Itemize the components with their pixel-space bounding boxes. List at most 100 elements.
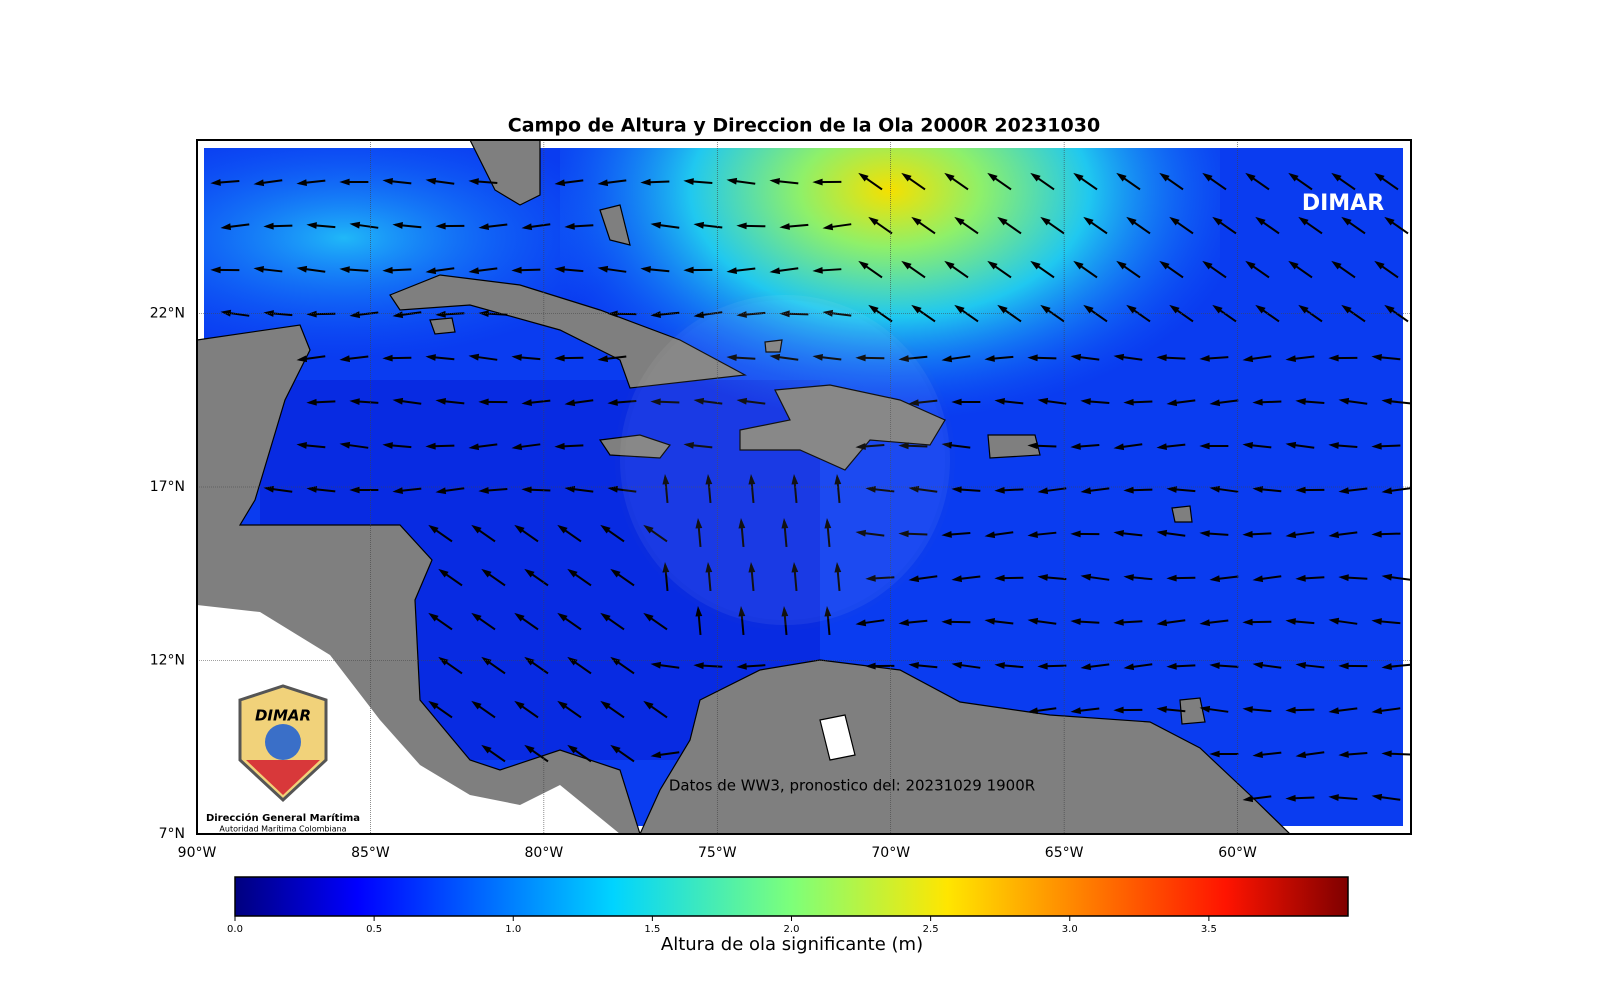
colorbar-tick-label: 1.5 (644, 924, 660, 935)
arrow-head (425, 267, 437, 275)
arrow-head (1295, 574, 1306, 582)
arrow-head (812, 266, 823, 274)
arrow-head (1242, 355, 1254, 363)
x-tick-label: 65°W (1045, 845, 1084, 861)
arrow-head (1156, 443, 1167, 451)
arrow-head (984, 531, 996, 539)
arrow-head (1338, 397, 1350, 405)
arrow-head (392, 487, 403, 495)
arrow-head (263, 310, 274, 317)
arrow-head (1285, 441, 1297, 449)
arrow-head (1285, 355, 1297, 363)
arrow-head (514, 524, 525, 534)
arrow-head (554, 354, 565, 362)
arrow-head (481, 656, 492, 666)
arrow-head (478, 487, 489, 494)
arrow-head (1209, 485, 1221, 493)
arrow-head (736, 222, 747, 230)
arrow-head (726, 354, 737, 362)
arrow-head (1252, 486, 1263, 493)
arrow-head (339, 355, 351, 363)
arrow-head (220, 309, 232, 317)
arrow-head (382, 442, 393, 449)
arrow-head (1202, 260, 1213, 270)
arrow-head (865, 662, 876, 670)
arrow-head (954, 216, 965, 226)
arrow-head (435, 310, 446, 318)
arrow-head (994, 574, 1005, 582)
arrow-head (1209, 750, 1220, 758)
arrow-head (951, 575, 963, 583)
arrow-head (1113, 529, 1125, 537)
colorbar-tick-label: 0.5 (366, 924, 382, 935)
arrow-head (855, 443, 866, 450)
arrow-head (1040, 216, 1051, 226)
arrow-head (435, 222, 446, 230)
arrow-head (1156, 706, 1167, 713)
arrow-head (600, 700, 611, 710)
arrow-head (1123, 574, 1134, 581)
arrow-head (1381, 487, 1393, 495)
arrow-head (994, 397, 1005, 405)
arrow-head (1255, 216, 1266, 226)
arrow-head (610, 568, 621, 578)
arrow-head (1156, 619, 1168, 627)
x-tick-label: 90°W (178, 845, 217, 861)
arrow-head (1080, 487, 1092, 495)
arrow-head (392, 397, 404, 405)
arrow-head (865, 485, 877, 493)
arrow-head (471, 612, 482, 622)
arrow-head (511, 354, 522, 361)
arrow-head (481, 744, 492, 754)
arrow-head (1080, 398, 1091, 405)
arrow-head (865, 574, 876, 582)
arrow-head (296, 265, 308, 273)
arrow-head (471, 524, 482, 534)
arrow-head (425, 442, 436, 450)
arrow-head (868, 216, 879, 226)
arrow-head (858, 260, 869, 270)
colorbar-tick-label: 2.5 (923, 924, 939, 935)
x-tick-label: 75°W (698, 845, 737, 861)
arrow-head (468, 353, 480, 361)
arrow-head (1113, 618, 1124, 626)
arrow-head (1212, 216, 1223, 226)
arrow-head (1209, 575, 1221, 583)
arrow-head (781, 518, 789, 529)
arrow-head (1027, 354, 1038, 362)
arrow-head (1245, 260, 1256, 270)
arrow-head (296, 355, 308, 363)
logo-stripes (246, 760, 320, 795)
arrow-head (1295, 398, 1306, 405)
arrow-head (296, 442, 307, 449)
arrow-head (987, 172, 998, 182)
arrow-head (824, 606, 832, 617)
arrow-head (738, 518, 746, 529)
arrow-head (1156, 354, 1167, 362)
arrow-head (693, 662, 704, 670)
arrow-head (521, 399, 532, 406)
arrow-head (1295, 486, 1306, 494)
arrow-head (1331, 172, 1342, 182)
arrow-head (1209, 399, 1221, 407)
arrow-head (1027, 617, 1039, 625)
arrow-head (650, 221, 662, 229)
arrow-head (951, 398, 962, 406)
arrow-head (1371, 793, 1383, 801)
arrow-head (1242, 441, 1253, 449)
arrow-head (1252, 661, 1264, 669)
arrow-head (438, 656, 449, 666)
arrow-head (693, 311, 705, 319)
arrow-head (468, 178, 479, 185)
arrow-head (557, 524, 568, 534)
colorbar-tick-label: 1.0 (505, 924, 521, 935)
arrow-head (306, 222, 317, 229)
arrow-head (1381, 573, 1393, 581)
arrow-head (834, 474, 842, 485)
arrow-head (683, 178, 694, 185)
arrow-head (769, 267, 781, 275)
arrow-head (1252, 575, 1264, 583)
x-tick-label: 80°W (525, 845, 564, 861)
arrow-head (1199, 619, 1211, 627)
